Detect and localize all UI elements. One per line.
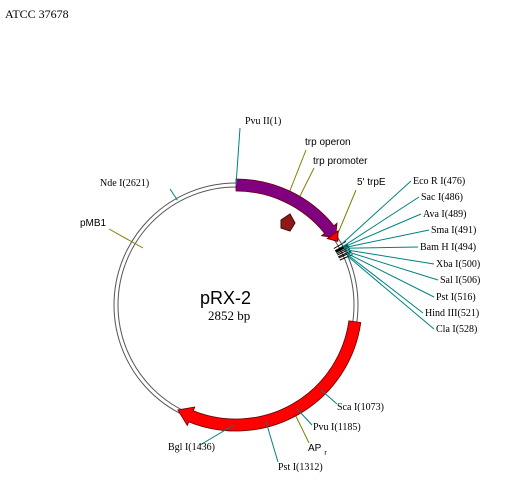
site-label: Pst I(1312) xyxy=(278,462,323,473)
site-label: Pvu II(1) xyxy=(245,116,281,127)
plasmid-name: pRX-2 xyxy=(200,288,251,308)
site-label: Sac I(486) xyxy=(421,192,463,203)
site-leader xyxy=(169,188,178,201)
feature-label: trp promoter xyxy=(313,156,368,167)
site-label: Hind III(521) xyxy=(425,308,479,319)
feature-label: pMB1 xyxy=(80,218,107,229)
site-leader xyxy=(320,389,338,405)
title: ATCC 37678 xyxy=(5,7,69,21)
feature-band xyxy=(177,320,362,432)
site-leader xyxy=(342,196,420,247)
site-label: Sca I(1073) xyxy=(337,402,384,413)
site-leader xyxy=(296,408,313,426)
site-leader xyxy=(199,424,235,446)
promoter-mark xyxy=(280,213,296,232)
site-leader xyxy=(344,246,419,249)
site-label: Pst I(516) xyxy=(436,292,476,303)
feature-label: trp operon xyxy=(305,137,351,148)
site-leader xyxy=(345,250,439,281)
site-label: Eco R I(476) xyxy=(413,176,465,187)
site-leader xyxy=(343,229,430,249)
site-leader xyxy=(341,180,412,245)
feature-label: 5' trpE xyxy=(357,177,386,188)
site-leader xyxy=(343,213,422,248)
site-leader xyxy=(265,421,279,463)
feature-band xyxy=(235,178,338,239)
site-label: Nde I(2621) xyxy=(100,178,149,189)
site-leader xyxy=(346,253,424,314)
site-leader xyxy=(344,249,435,265)
plasmid-size: 2852 bp xyxy=(208,308,250,323)
site-leader xyxy=(347,256,435,330)
site-leader xyxy=(235,127,241,186)
site-label: Bgl I(1436) xyxy=(168,442,215,453)
site-label: Sma I(491) xyxy=(431,225,476,236)
site-label: Xba I(500) xyxy=(436,259,480,270)
site-label: Ava I(489) xyxy=(423,209,466,220)
feature-arrow xyxy=(326,229,339,243)
site-tick xyxy=(338,251,352,259)
site-label: Pvu I(1185) xyxy=(313,422,361,433)
site-label: Sal I(506) xyxy=(440,275,480,286)
feature-label: AP r xyxy=(308,443,327,457)
site-label: Bam H I(494) xyxy=(420,242,476,253)
site-label: Cla I(528) xyxy=(436,324,477,335)
site-tick xyxy=(333,241,347,249)
site-leader xyxy=(346,252,435,298)
